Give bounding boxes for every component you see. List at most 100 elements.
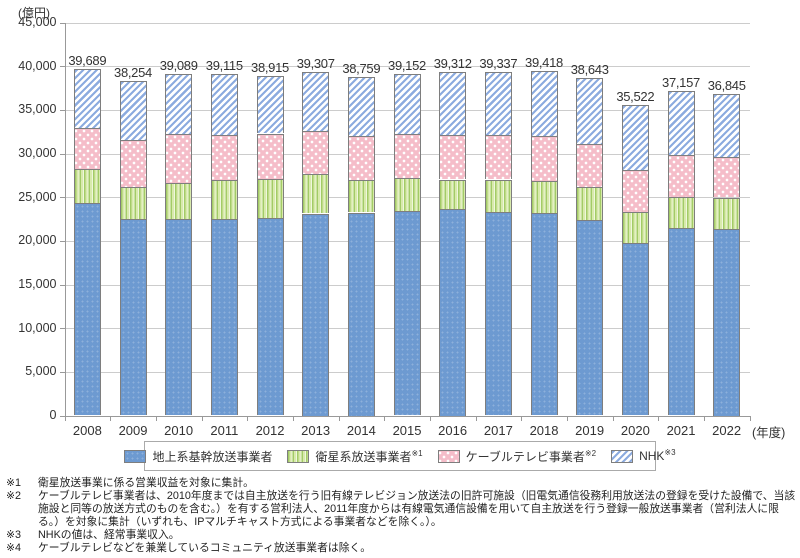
bar-nhk-2013 (302, 72, 330, 131)
y-axis-tick (59, 240, 65, 242)
bar-nhk-2015 (393, 73, 421, 135)
cable-swatch-icon (437, 449, 460, 463)
bar-terrestrial-2010 (165, 218, 193, 416)
x-axis-label-2014: 2014 (346, 422, 376, 438)
x-axis-tick (749, 415, 751, 421)
x-axis-label-2015: 2015 (392, 422, 422, 438)
footnote-4: ※4 ケーブルテレビなどを兼業しているコミュニティ放送事業者は除く。 (5, 542, 796, 555)
y-axis-tick-label: 45,000 (18, 15, 57, 29)
x-axis-tick (247, 415, 249, 421)
bar-nhk-2018 (530, 71, 558, 137)
bar-satellite-2011 (210, 180, 238, 220)
y-axis-tick (59, 22, 65, 24)
x-axis-label-2018: 2018 (529, 422, 559, 438)
bar-terrestrial-2016 (439, 208, 467, 416)
y-axis-tick-label: 35,000 (18, 102, 57, 117)
bar-terrestrial-2014 (347, 212, 375, 416)
x-axis-label-2019: 2019 (575, 422, 605, 438)
bar-satellite-2017 (484, 179, 512, 212)
y-axis-tick (59, 109, 65, 111)
bar-cable-2020 (621, 169, 649, 212)
bar-nhk-2021 (667, 91, 695, 155)
bar-terrestrial-2012 (256, 218, 284, 416)
y-axis-tick (59, 284, 65, 286)
footnote-4-marker: ※4 (6, 541, 22, 554)
gridline-40,000 (64, 66, 750, 68)
total-label-2016: 39,312 (433, 56, 472, 72)
x-axis-tick (475, 415, 477, 421)
y-axis-tick-label: 20,000 (18, 233, 57, 248)
x-axis-tick (658, 415, 660, 421)
bar-satellite-2013 (302, 173, 330, 214)
x-axis-tick (612, 415, 614, 421)
y-axis-tick-label: 0 (49, 408, 57, 422)
bar-cable-2017 (484, 135, 512, 180)
satellite-swatch-icon (287, 449, 310, 463)
total-label-2010: 39,089 (159, 58, 198, 74)
bar-terrestrial-2011 (210, 219, 238, 416)
bar-terrestrial-2020 (621, 242, 649, 416)
y-axis-line (64, 22, 66, 416)
bar-cable-2022 (713, 156, 741, 198)
footnote-3-text: NHKの値は、経常事業収入。 (38, 528, 180, 541)
y-axis-tick-label: 10,000 (18, 320, 57, 335)
x-axis-label-2009: 2009 (118, 422, 148, 438)
x-axis-label-2010: 2010 (164, 422, 194, 438)
x-axis-tick (292, 415, 294, 421)
y-axis-tick (59, 328, 65, 330)
bar-nhk-2014 (347, 77, 375, 137)
x-axis-label-2022: 2022 (712, 422, 742, 438)
legend-label-satellite: 衛星系放送事業者※1 (315, 448, 423, 464)
x-axis-unit-label: (年度) (752, 426, 786, 440)
y-axis-tick-label: 25,000 (18, 189, 57, 204)
footnote-2: ※2 ケーブルテレビ事業者は、2010年度までは自主放送を行う旧有線テレビジョン… (5, 490, 796, 529)
y-axis-unit-label: (億円) (18, 6, 50, 20)
footnote-4-text: ケーブルテレビなどを兼業しているコミュニティ放送事業者は除く。 (38, 541, 372, 554)
legend-item-cable: ケーブルテレビ事業者※2 (437, 448, 596, 465)
bar-satellite-2022 (713, 197, 741, 229)
y-axis-tick-label: 5,000 (25, 364, 57, 379)
bar-satellite-2014 (347, 180, 375, 213)
bar-cable-2012 (256, 133, 284, 180)
bar-terrestrial-2019 (576, 220, 604, 416)
y-axis-tick-label: 15,000 (18, 277, 57, 291)
legend: 地上系基幹放送事業者 衛星系放送事業者※1 ケーブルテレビ事業者※2 NHK※3 (124, 441, 676, 471)
footnote-1: ※1 衛星放送事業に係る営業収益を対象に集計。 (5, 477, 796, 490)
footnote-1-marker: ※1 (6, 477, 22, 489)
bar-cable-2008 (73, 127, 101, 170)
bar-terrestrial-2021 (667, 227, 695, 416)
bar-satellite-2012 (256, 179, 284, 219)
total-label-2022: 36,845 (707, 77, 746, 93)
total-label-2008: 39,689 (68, 52, 107, 68)
x-axis-tick (566, 415, 568, 421)
x-axis-tick (338, 415, 340, 421)
x-axis-tick (155, 415, 157, 421)
y-axis-tick-label: 30,000 (18, 146, 57, 160)
y-axis-tick (59, 66, 65, 68)
bar-cable-2013 (302, 130, 330, 174)
x-axis-tick (64, 415, 66, 421)
footnote-2-text: ケーブルテレビ事業者は、2010年度までは自主放送を行う旧有線テレビジョン放送法… (38, 489, 796, 528)
x-axis-tick (201, 415, 203, 421)
bar-nhk-2008 (73, 68, 101, 128)
y-axis-tick (59, 415, 65, 417)
bar-nhk-2017 (484, 72, 512, 136)
bar-cable-2009 (119, 140, 147, 187)
bar-satellite-2010 (165, 182, 193, 219)
bar-cable-2019 (576, 143, 604, 187)
bar-nhk-2020 (621, 105, 649, 170)
total-label-2015: 39,152 (388, 57, 426, 73)
x-axis-tick (521, 415, 523, 421)
bar-satellite-2009 (119, 186, 147, 220)
x-axis-label-2020: 2020 (620, 422, 650, 438)
bar-satellite-2021 (667, 196, 695, 228)
bar-terrestrial-2018 (530, 212, 558, 416)
bar-satellite-2015 (393, 177, 421, 211)
bar-terrestrial-2022 (713, 228, 741, 416)
y-axis-tick (59, 371, 65, 373)
bar-satellite-2018 (530, 180, 558, 213)
bar-satellite-2008 (73, 169, 101, 204)
x-axis-label-2008: 2008 (72, 422, 102, 438)
bar-cable-2016 (439, 134, 467, 180)
